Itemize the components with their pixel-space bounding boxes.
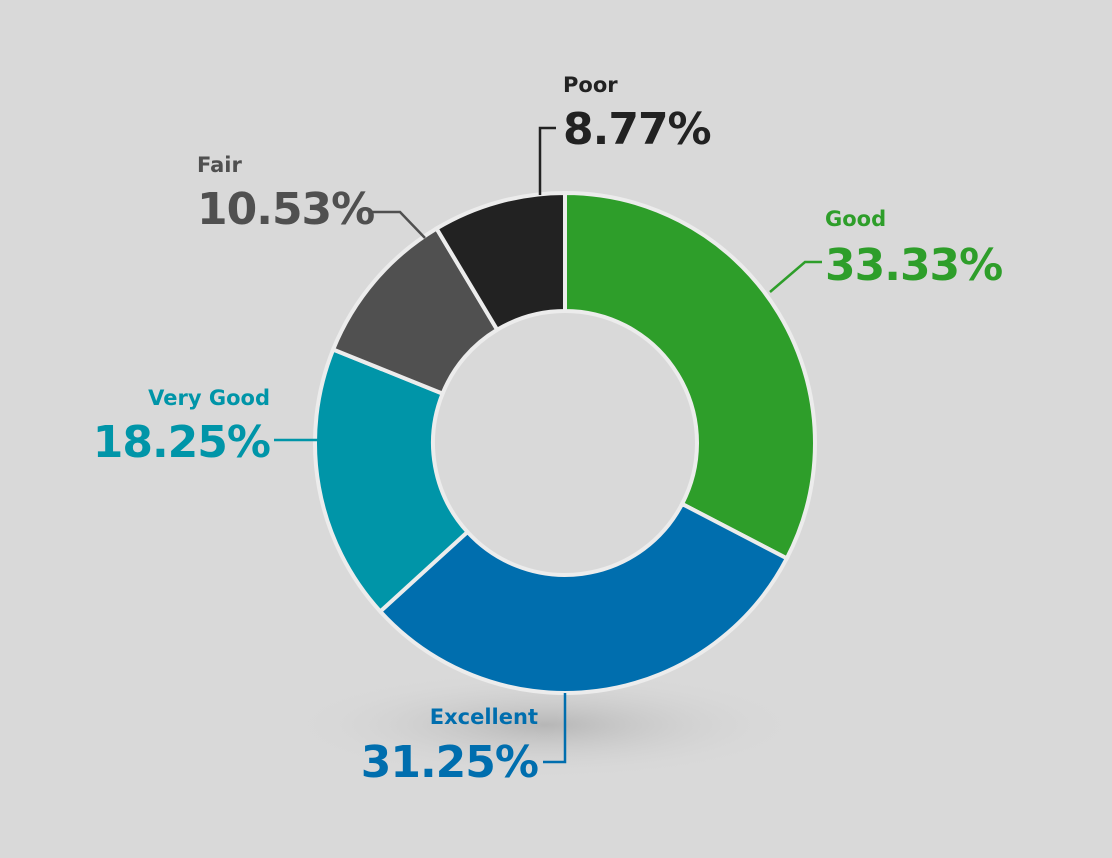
value-label: 33.33% (825, 240, 1002, 291)
leader-line (543, 693, 567, 764)
leader-line (538, 126, 556, 195)
slice (433, 190, 567, 333)
category-label: Good (825, 207, 886, 231)
leader-line (372, 210, 426, 239)
category-label: Poor (563, 73, 618, 97)
value-label: 18.25% (93, 417, 270, 468)
slice (313, 346, 471, 615)
slice (377, 501, 790, 695)
leader-line (769, 260, 822, 293)
category-label: Very Good (148, 386, 270, 410)
category-label: Fair (197, 153, 242, 177)
category-label: Excellent (430, 705, 538, 729)
shadow (285, 670, 805, 780)
value-label: 31.25% (361, 737, 538, 788)
slice (563, 190, 817, 562)
value-label: 10.53% (197, 184, 374, 235)
value-label: 8.77% (563, 104, 711, 155)
